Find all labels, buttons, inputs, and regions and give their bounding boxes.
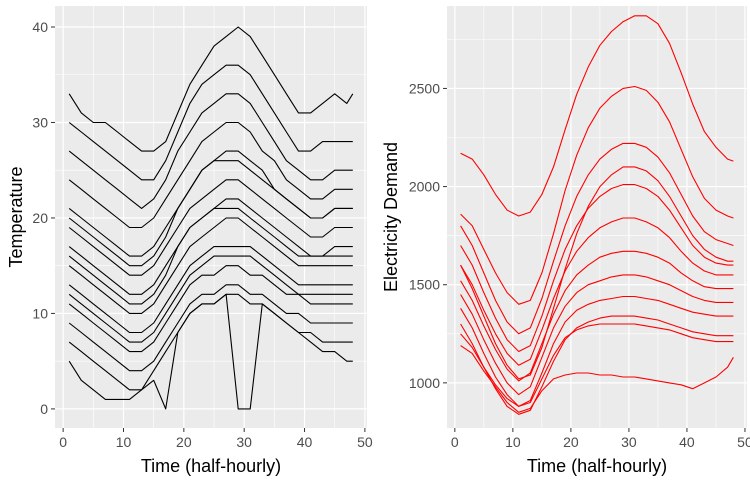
temperature-plot-background — [55, 6, 367, 428]
temperature-series-line — [68, 293, 353, 410]
temperature-series-line — [68, 255, 353, 343]
demand-y-axis-title: Electricity Demand — [381, 142, 401, 292]
demand-series-line — [460, 184, 734, 353]
temperature-x-tick-label: 20 — [176, 434, 192, 450]
demand-plot-background — [447, 6, 747, 428]
demand-series-line — [460, 217, 734, 366]
temperature-x-tick-label: 30 — [236, 434, 252, 450]
temperature-x-tick-label: 40 — [297, 434, 313, 450]
temperature-series-line — [68, 26, 354, 152]
demand-series-line — [460, 323, 734, 407]
demand-series-line — [460, 85, 734, 305]
demand-y-tick-label: 2000 — [409, 179, 440, 195]
demand-series-line — [460, 250, 734, 382]
temperature-y-tick-label: 10 — [32, 305, 48, 321]
demand-series-line — [460, 315, 734, 415]
temperature-series-line — [68, 179, 353, 276]
temperature-x-axis-title: Time (half-hourly) — [141, 456, 281, 476]
demand-x-axis-title: Time (half-hourly) — [527, 456, 667, 476]
temperature-series-line — [68, 265, 353, 353]
demand-x-tick-label: 40 — [679, 434, 695, 450]
temperature-series-line — [68, 160, 353, 267]
temperature-y-tick-label: 20 — [32, 210, 48, 226]
temperature-y-tick-label: 0 — [40, 401, 48, 417]
demand-y-tick-label: 2500 — [409, 80, 440, 96]
temperature-panel: 0 10 20 30 40 50 0 10 20 30 40 Time (half-hourly) Te… — [6, 6, 373, 476]
demand-panel: 0 10 20 30 40 50 1000 1500 2000 2500 Time (half-ho… — [381, 6, 750, 476]
demand-x-tick-label: 20 — [563, 434, 579, 450]
demand-series-line — [460, 15, 734, 217]
demand-x-tick-label: 30 — [621, 434, 637, 450]
demand-y-tick-label: 1500 — [409, 277, 440, 293]
temperature-y-tick-label: 40 — [32, 19, 48, 35]
temperature-x-tick-label: 50 — [357, 434, 373, 450]
demand-series-line — [460, 295, 734, 407]
demand-series-line — [460, 166, 734, 380]
temperature-series-line — [68, 207, 353, 305]
demand-x-tick-label: 50 — [737, 434, 750, 450]
temperature-series-line — [68, 217, 353, 314]
temperature-y-axis-title: Temperature — [6, 166, 26, 267]
temperature-series-line — [68, 246, 353, 334]
temperature-series-line — [68, 284, 353, 372]
demand-x-tick-label: 10 — [505, 434, 521, 450]
demand-series-line — [460, 274, 734, 396]
temperature-series-line — [68, 64, 353, 181]
temperature-x-tick-label: 10 — [116, 434, 132, 450]
temperature-x-tick-label: 0 — [59, 434, 67, 450]
demand-series-line — [460, 142, 734, 335]
demand-series-line — [460, 345, 734, 413]
temperature-series-line — [68, 121, 353, 229]
demand-y-tick-label: 1000 — [409, 375, 440, 391]
temperature-series-line — [68, 93, 353, 209]
demand-x-tick-label: 0 — [451, 434, 459, 450]
temperature-y-tick-label: 30 — [32, 114, 48, 130]
